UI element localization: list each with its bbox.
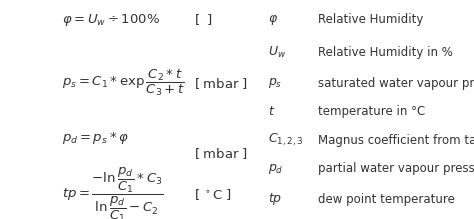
Text: temperature in °C: temperature in °C	[318, 105, 425, 118]
Text: $tp$: $tp$	[268, 191, 282, 207]
Text: $p_d = p_s * \varphi$: $p_d = p_s * \varphi$	[62, 130, 128, 146]
Text: Magnus coefficient from table: Magnus coefficient from table	[318, 134, 474, 147]
Text: Relative Humidity: Relative Humidity	[318, 13, 423, 26]
Text: Relative Humidity in %: Relative Humidity in %	[318, 46, 453, 59]
Text: $[\;\mathrm{mbar}\;]$: $[\;\mathrm{mbar}\;]$	[194, 76, 248, 91]
Text: saturated water vapour pressure: saturated water vapour pressure	[318, 77, 474, 90]
Text: $C_{1,2,3}$: $C_{1,2,3}$	[268, 132, 303, 148]
Text: $[\;^\circ\mathrm{C}\;]$: $[\;^\circ\mathrm{C}\;]$	[194, 187, 232, 202]
Text: $tp = \dfrac{-\ln\dfrac{p_d}{C_1} * C_3}{\ln\dfrac{p_d}{C_1} - C_2}$: $tp = \dfrac{-\ln\dfrac{p_d}{C_1} * C_3}…	[62, 166, 163, 219]
Text: $p_d$: $p_d$	[268, 162, 283, 176]
Text: $[\;\mathrm{mbar}\;]$: $[\;\mathrm{mbar}\;]$	[194, 146, 248, 161]
Text: partial water vapour pressure: partial water vapour pressure	[318, 162, 474, 175]
Text: $t$: $t$	[268, 105, 275, 118]
Text: $\varphi = U_w \div 100\%$: $\varphi = U_w \div 100\%$	[62, 12, 160, 28]
Text: dew point temperature: dew point temperature	[318, 193, 455, 206]
Text: $p_s$: $p_s$	[268, 76, 282, 90]
Text: $U_w$: $U_w$	[268, 45, 286, 60]
Text: $p_s = C_1 * \exp\dfrac{C_2 * t}{C_3 + t}$: $p_s = C_1 * \exp\dfrac{C_2 * t}{C_3 + t…	[62, 68, 185, 98]
Text: $[\;\;]$: $[\;\;]$	[194, 12, 213, 27]
Text: $\varphi$: $\varphi$	[268, 13, 278, 27]
